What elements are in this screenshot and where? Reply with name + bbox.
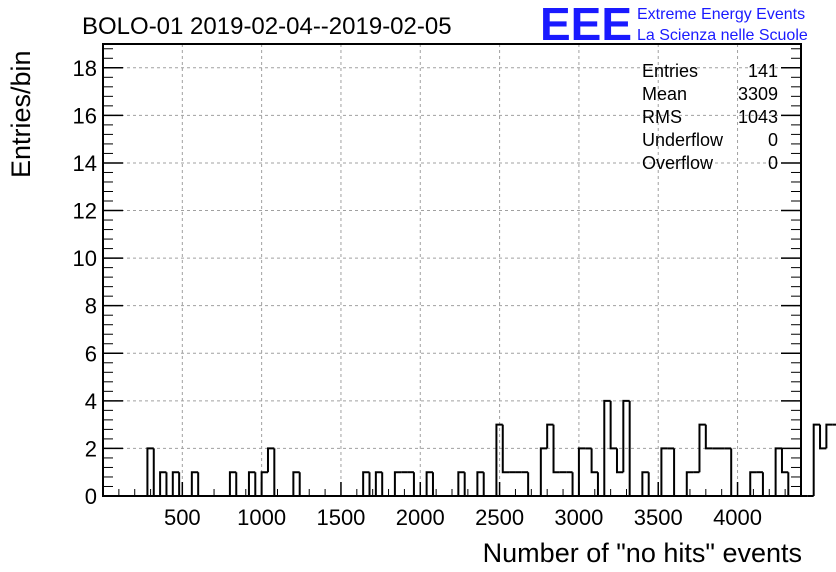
histogram-bin xyxy=(761,472,770,497)
x-tick-label: 3000 xyxy=(554,505,603,530)
histogram-bin xyxy=(812,423,821,496)
histogram-bin xyxy=(425,471,433,496)
histogram-bin xyxy=(641,471,649,496)
histogram-bin xyxy=(190,471,199,496)
histogram-bin xyxy=(381,472,389,497)
histogram-bin xyxy=(247,471,256,496)
histogram-bin xyxy=(476,471,484,496)
histogram-bin xyxy=(260,471,268,496)
histogram-bin xyxy=(273,448,281,497)
stat-label: RMS xyxy=(642,107,682,127)
tick-labels: 500 1000 1500 2000 2500 3000 3500 4000 0 2 4 6 8 10 12… xyxy=(73,56,763,530)
histogram-bin xyxy=(590,448,598,474)
logo-line-2: La Scienza nelle Scuole xyxy=(637,27,808,44)
eee-logo: EEE Extreme Energy Events La Scienza nel… xyxy=(540,0,808,50)
histogram-bin xyxy=(482,472,491,497)
logo-mark: EEE xyxy=(540,0,632,50)
histogram-bin xyxy=(159,471,167,496)
chart-title: BOLO-01 2019-02-04--2019-02-05 xyxy=(82,13,452,40)
y-tick-label: 0 xyxy=(85,484,97,509)
histogram-bin xyxy=(825,423,833,449)
histogram-bin xyxy=(787,472,795,497)
histogram-bin xyxy=(374,471,383,496)
histogram-bin xyxy=(146,447,154,496)
stats-box: Entries 141 Mean 3309 RMS 1043 Underflow 0 Overf… xyxy=(642,61,778,173)
histogram-bin xyxy=(615,448,624,474)
histogram-bin xyxy=(292,471,300,496)
plot-frame xyxy=(102,43,802,497)
y-tick-label: 8 xyxy=(85,294,97,319)
y-tick-label: 14 xyxy=(73,151,97,176)
x-tick-label: 500 xyxy=(164,505,201,530)
y-tick-label: 6 xyxy=(85,341,97,366)
y-tick-label: 4 xyxy=(85,389,97,414)
y-tick-label: 18 xyxy=(73,56,97,81)
histogram-bin xyxy=(577,447,586,496)
histogram-bin xyxy=(660,447,668,496)
histogram-bin xyxy=(235,472,243,497)
axis-ticks xyxy=(103,48,801,497)
histogram-bin xyxy=(457,471,465,496)
stat-value: 0 xyxy=(768,153,778,173)
stat-value: 0 xyxy=(768,130,778,150)
histogram-bin xyxy=(685,471,694,496)
histogram-bin xyxy=(539,447,548,496)
histogram-bin xyxy=(546,423,554,449)
histogram-bin xyxy=(673,448,681,497)
histogram-bin xyxy=(609,400,617,450)
stat-value: 141 xyxy=(748,61,778,81)
histogram-bin xyxy=(647,472,656,497)
stat-label: Overflow xyxy=(642,153,714,173)
stat-label: Mean xyxy=(642,84,687,104)
x-tick-label: 1000 xyxy=(237,505,286,530)
x-tick-label: 2000 xyxy=(396,505,445,530)
logo-line-1: Extreme Energy Events xyxy=(637,6,805,23)
stat-value: 1043 xyxy=(738,107,778,127)
grid xyxy=(103,44,801,496)
histogram-bin xyxy=(495,423,503,496)
histogram-bin xyxy=(552,424,560,474)
histogram-bin xyxy=(704,424,713,450)
histogram-bin xyxy=(197,472,205,497)
histogram-bin xyxy=(603,399,611,496)
stat-value: 3309 xyxy=(738,84,778,104)
x-tick-label: 2500 xyxy=(475,505,524,530)
y-tick-label: 10 xyxy=(73,246,97,271)
stat-label: Underflow xyxy=(642,130,724,150)
histogram-bin xyxy=(228,471,237,496)
histogram-bin xyxy=(501,424,510,474)
histogram-bin xyxy=(698,423,706,473)
histogram-bin xyxy=(774,447,782,496)
y-tick-label: 12 xyxy=(73,199,97,224)
x-axis-title: Number of "no hits" events xyxy=(483,538,802,568)
histogram-bars xyxy=(103,399,836,497)
histogram-bin xyxy=(298,472,307,497)
x-tick-label: 4000 xyxy=(713,505,762,530)
histogram-bin xyxy=(393,471,402,496)
histogram-bin xyxy=(749,471,757,496)
y-tick-label: 2 xyxy=(85,436,97,461)
histogram-bin xyxy=(780,448,789,474)
histogram-bin xyxy=(171,471,180,496)
histogram-bin xyxy=(819,424,827,450)
x-tick-label: 1500 xyxy=(316,505,365,530)
x-tick-label: 3500 xyxy=(634,505,683,530)
histogram-bin xyxy=(362,471,370,496)
y-axis-title: Entries/bin xyxy=(6,50,36,178)
y-tick-label: 16 xyxy=(73,103,97,128)
histogram-bin xyxy=(266,447,275,473)
histogram-bin xyxy=(412,472,421,497)
histogram-bin xyxy=(730,448,738,497)
histogram-bin xyxy=(622,399,630,473)
stat-label: Entries xyxy=(642,61,698,81)
